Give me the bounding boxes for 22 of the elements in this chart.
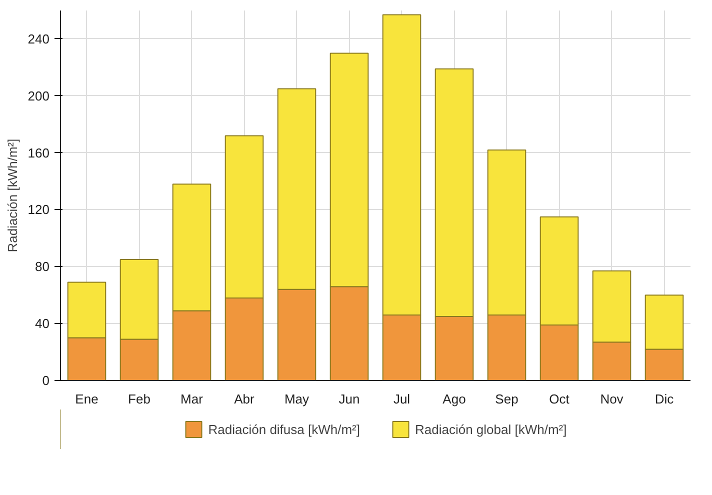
y-tick-label: 40 (35, 316, 50, 332)
x-tick-label: Nov (600, 392, 624, 406)
legend-label: Radiación global [kWh/m²] (415, 422, 567, 436)
y-tick-label: 0 (42, 373, 50, 388)
x-tick-label: Dic (654, 392, 674, 406)
legend-label: Radiación difusa [kWh/m²] (208, 422, 360, 436)
x-tick-label: Mar (180, 392, 204, 406)
y-tick-label: 120 (28, 202, 50, 218)
x-tick-label: Jun (338, 392, 360, 406)
x-tick-label: Feb (128, 392, 150, 406)
x-tick-label: Abr (234, 392, 256, 406)
x-tick-label: Ago (442, 392, 466, 406)
x-tick-label: Jul (393, 392, 410, 406)
y-tick-label: 160 (28, 145, 50, 160)
y-axis-title: Radiación [kWh/m²] (4, 138, 20, 252)
x-tick-label: May (284, 392, 310, 406)
y-tick-label: 240 (28, 31, 50, 46)
y-tick-label: 80 (35, 259, 50, 274)
x-tick-label: Sep (495, 392, 518, 406)
y-tick-label: 200 (28, 88, 50, 104)
x-tick-label: Oct (549, 392, 570, 406)
x-tick-label: Ene (75, 392, 98, 406)
